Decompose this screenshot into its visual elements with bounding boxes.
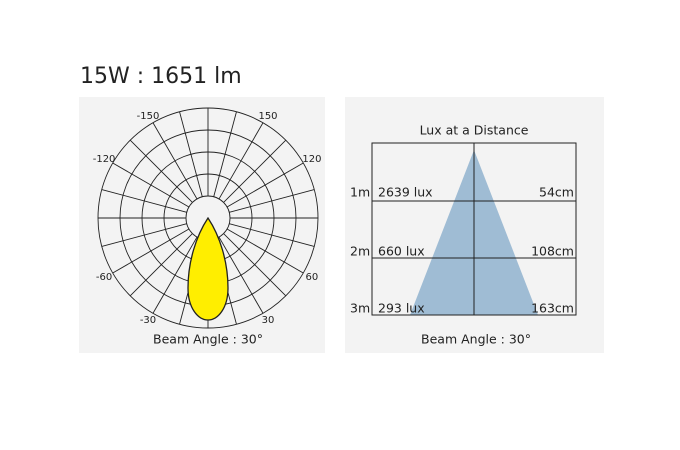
polar-spoke	[101, 223, 187, 247]
angle-label: -150	[137, 111, 160, 122]
distance-label: 2m	[350, 244, 370, 259]
lux-value: 660 lux	[378, 244, 425, 259]
polar-spoke	[213, 111, 237, 197]
lux-rows: 1m 2639 lux 54cm 2m 660 lux 108cm 3m 293 lux 163…	[350, 185, 574, 316]
beam-lobe	[187, 216, 229, 321]
lux-title: Lux at a Distance	[420, 123, 529, 138]
distance-label: 3m	[350, 301, 370, 316]
polar-spoke	[223, 139, 287, 203]
polar-spoke	[112, 228, 190, 274]
polar-spoke	[218, 236, 264, 314]
lux-value: 2639 lux	[378, 185, 433, 200]
polar-spoke	[101, 189, 187, 213]
polar-spoke	[223, 233, 287, 297]
angle-label: 30	[262, 315, 275, 326]
polar-spoke	[226, 228, 304, 274]
lux-caption: Beam Angle : 30°	[421, 332, 531, 347]
title: 15W : 1651 lm	[80, 64, 242, 89]
beam-diameter: 54cm	[539, 185, 574, 200]
polar-spoke	[152, 236, 198, 314]
polar-spoke	[112, 162, 190, 208]
polar-spoke	[152, 122, 198, 200]
polar-caption: Beam Angle : 30°	[153, 332, 263, 347]
beam-diameter: 108cm	[531, 244, 574, 259]
angle-label: -60	[96, 272, 112, 283]
angle-label: -120	[93, 154, 116, 165]
angle-label: -30	[140, 315, 156, 326]
polar-spoke	[129, 139, 193, 203]
beam-diameter: 163cm	[531, 301, 574, 316]
polar-spoke	[218, 122, 264, 200]
angle-label: 120	[302, 154, 321, 165]
polar-spoke	[179, 111, 203, 197]
polar-spoke	[129, 233, 193, 297]
polar-spoke	[229, 223, 315, 247]
angle-label: 150	[258, 111, 277, 122]
angle-label: 60	[306, 272, 319, 283]
distance-label: 1m	[350, 185, 370, 200]
polar-spoke	[226, 162, 304, 208]
polar-spoke	[229, 189, 315, 213]
lux-value: 293 lux	[378, 301, 425, 316]
